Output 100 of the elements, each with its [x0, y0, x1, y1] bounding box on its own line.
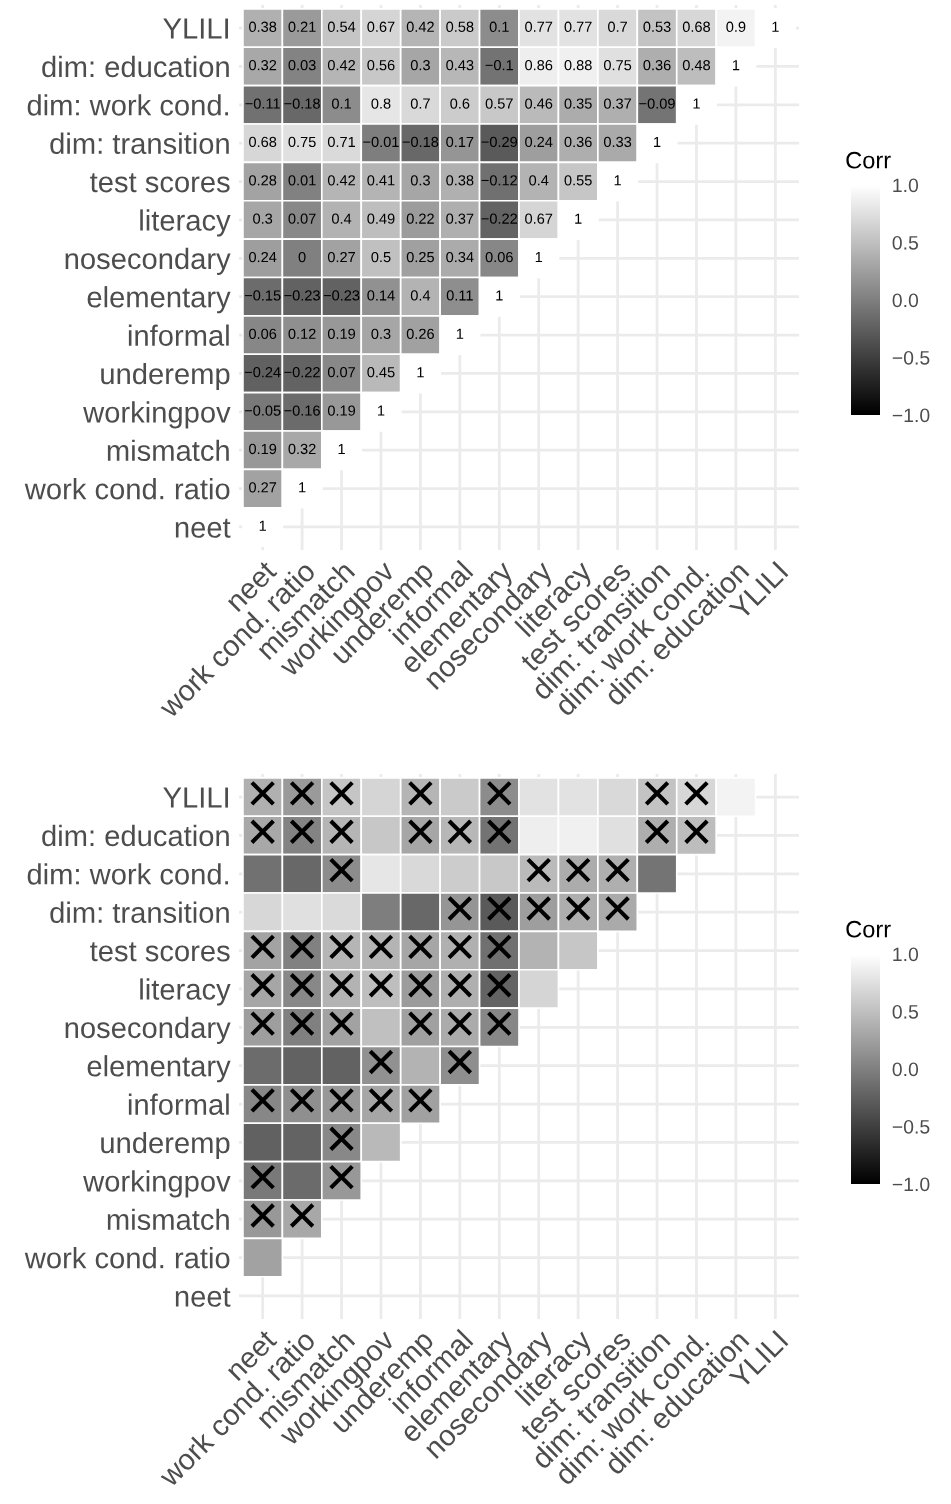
data-label: ✕ [605, 896, 630, 921]
data-label: ✕ [329, 973, 354, 998]
data-label: ✕ [250, 973, 275, 998]
data-label: −0.11 [245, 98, 280, 109]
data-label: ✕ [408, 1088, 433, 1113]
data-label: ✕ [487, 934, 512, 960]
y-tick-label: dim: education [42, 55, 229, 78]
data-label: 1 [299, 482, 306, 493]
data-label: ✕ [526, 896, 551, 921]
data-label: −0.22 [481, 213, 517, 224]
color-bar-label: −1.0 [892, 408, 930, 423]
y-tick-label: mismatch [107, 439, 229, 462]
y-tick-label: test scores [90, 942, 230, 962]
data-label: ✕ [408, 781, 433, 806]
data-label: 0.49 [367, 213, 395, 224]
data-label: 0.4 [410, 290, 431, 301]
y-tick-label: informal [128, 1093, 229, 1115]
data-label: ✕ [565, 857, 591, 883]
data-label: 0.58 [446, 21, 474, 32]
data-label: 0.55 [564, 175, 592, 186]
data-label: ✕ [408, 1011, 433, 1036]
color-bar-label: 1.0 [893, 947, 919, 962]
data-label: 1 [654, 136, 661, 147]
color-bar-label: −0.5 [892, 350, 930, 365]
data-label: 0.1 [331, 98, 351, 109]
data-label: −0.16 [284, 405, 320, 416]
y-tick-label: workingpov [83, 1170, 231, 1198]
data-label: 0.45 [367, 367, 395, 378]
data-label: ✕ [408, 973, 433, 998]
y-tick-label: neet [175, 1287, 231, 1307]
data-label: 0.22 [406, 213, 434, 224]
data-label: −0.1 [485, 60, 513, 71]
data-label: 0.68 [249, 136, 277, 148]
data-label: 0.3 [253, 213, 273, 224]
data-label: 0.07 [327, 367, 355, 378]
data-label: 0.37 [603, 98, 632, 109]
data-label: 1 [535, 252, 543, 263]
data-label: 0.42 [327, 60, 355, 71]
data-label: 0.38 [446, 175, 474, 186]
data-label: ✕ [329, 781, 354, 806]
data-label: ✕ [289, 1011, 315, 1036]
data-label: ✕ [684, 781, 709, 806]
data-label: ✕ [289, 934, 315, 960]
data-label: 1 [417, 367, 424, 378]
data-label: ✕ [408, 934, 433, 960]
y-tick-label: dim: work cond. [27, 863, 229, 885]
data-label: 0.9 [726, 21, 746, 32]
data-label: 0.37 [446, 213, 474, 224]
data-label: 0.53 [643, 21, 671, 32]
data-label: −0.23 [323, 290, 360, 301]
data-label: ✕ [250, 1011, 275, 1036]
data-label: 0.42 [406, 21, 434, 32]
data-label: 0.19 [249, 443, 277, 455]
data-label: ✕ [250, 1203, 275, 1228]
data-label: 0.19 [327, 328, 356, 339]
data-label: 0.75 [288, 136, 316, 148]
data-label: ✕ [368, 1049, 394, 1075]
data-label: 0.27 [327, 251, 355, 263]
data-label: 0.35 [564, 98, 592, 109]
data-label: ✕ [684, 819, 709, 844]
y-tick-label: underemp [101, 362, 230, 391]
color-bar-title: Corr [846, 151, 891, 169]
data-label: ✕ [447, 819, 473, 844]
data-label: 0.33 [603, 136, 632, 148]
data-label: ✕ [487, 973, 512, 998]
data-label: 0.17 [446, 136, 474, 148]
data-label: ✕ [329, 819, 354, 844]
data-label: 0.68 [682, 21, 711, 32]
data-label: −0.24 [244, 367, 281, 378]
data-label: ✕ [447, 934, 473, 960]
data-label: 0.06 [249, 328, 277, 339]
data-label: ✕ [289, 781, 315, 806]
data-label: ✕ [644, 781, 670, 806]
data-label: 0.54 [327, 21, 356, 32]
color-bar-label: 0.5 [892, 1004, 919, 1019]
data-label: ✕ [329, 1126, 354, 1151]
data-label: ✕ [526, 857, 551, 883]
y-tick-label: work cond. ratio [24, 478, 230, 500]
data-label: −0.22 [284, 367, 320, 378]
y-tick-label: literacy [140, 209, 231, 237]
y-tick-label: elementary [87, 286, 231, 314]
y-tick-label: dim: transition [50, 132, 229, 155]
y-tick-label: dim: transition [50, 901, 229, 924]
data-label: 0.24 [249, 251, 277, 263]
data-label: 0.3 [371, 328, 391, 339]
data-label: 1 [259, 520, 267, 531]
data-label: 0.01 [288, 175, 316, 186]
data-label: ✕ [250, 934, 275, 960]
data-label: 0.27 [249, 482, 277, 493]
data-label: 0.42 [327, 175, 355, 186]
data-label: −0.01 [363, 136, 399, 148]
data-label: 0.32 [249, 60, 277, 71]
data-label: 0.4 [331, 213, 352, 224]
y-tick-label: literacy [140, 978, 231, 1006]
data-label: ✕ [644, 819, 670, 844]
data-label: ✕ [487, 896, 512, 921]
data-label: ✕ [329, 1011, 354, 1036]
data-label: 1 [378, 405, 385, 416]
data-label: ✕ [408, 819, 433, 844]
color-bar-label: 0.5 [892, 235, 919, 250]
